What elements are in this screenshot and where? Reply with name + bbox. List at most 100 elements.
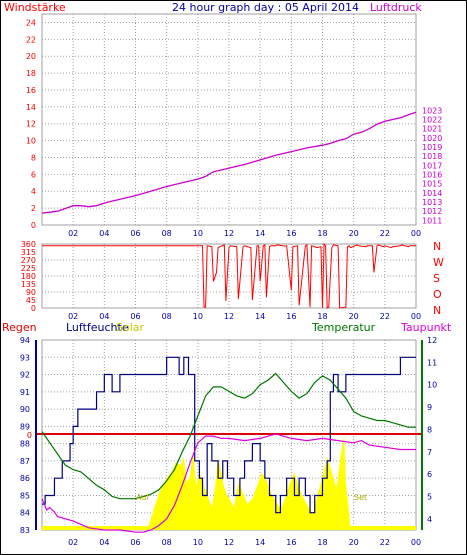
solar-area	[42, 435, 416, 530]
x-tick-label-bottom: 12	[224, 538, 234, 547]
x-tick-label-bottom: 14	[255, 538, 265, 547]
wind-tick-label: 18	[26, 69, 36, 78]
x-tick-label-top: 14	[255, 229, 265, 238]
solar-fill	[147, 435, 351, 530]
x-tick-label-top: 16	[286, 229, 296, 238]
direction-tick-label: 45	[26, 296, 36, 305]
wind-speed-label: Windstärke	[4, 1, 66, 14]
x-tick-label-mid: 20	[349, 312, 359, 321]
wind-dir-w: W	[433, 256, 444, 269]
pressure-tick-label: 1013	[422, 198, 442, 207]
x-tick-label-bottom: 16	[286, 538, 296, 547]
direction-tick-label: 225	[21, 264, 36, 273]
x-tick-label-top: 10	[193, 229, 203, 238]
pressure-tick-label: 1017	[422, 161, 442, 170]
tick-labels: 0202020404040606060808081010101212121414…	[20, 18, 443, 547]
temperature-tick-label: 8	[427, 425, 432, 434]
x-tick-label-mid: 10	[193, 312, 203, 321]
sunset-label: Set	[354, 493, 367, 502]
humidity-tick-label: 88	[20, 440, 30, 449]
pressure-tick-label: 1020	[422, 134, 442, 143]
wind-dir-n-bottom: N	[433, 304, 441, 317]
humidity-tick-label: 87	[20, 457, 30, 466]
direction-tick-label: 0	[31, 304, 36, 313]
temperature-tick-label: 7	[427, 448, 432, 457]
humidity-line	[42, 356, 416, 514]
humidity-tick-label: 94	[20, 336, 30, 345]
x-tick-label-top: 02	[68, 229, 78, 238]
humidity-tick-label: 83	[20, 526, 30, 535]
pressure-tick-label: 1021	[422, 125, 442, 134]
humidity-tick-label: 89	[20, 422, 30, 431]
dewpoint-line	[41, 433, 416, 533]
x-tick-label-mid: 04	[99, 312, 109, 321]
humidity-label: Luftfeuchte	[66, 321, 129, 334]
temperature-tick-label: 12	[427, 336, 437, 345]
x-tick-label-bottom: 08	[162, 538, 172, 547]
temperature-tick-label: 11	[427, 358, 437, 367]
x-tick-label-bottom: 22	[380, 538, 390, 547]
sunrise-label: Auf	[136, 493, 150, 502]
pressure-tick-label: 1023	[422, 106, 442, 115]
x-tick-label-bottom: 04	[99, 538, 109, 547]
chart-title: 24 hour graph day : 05 April 2014	[172, 1, 359, 14]
x-tick-label-mid: 18	[317, 312, 327, 321]
temperature-tick-label: 10	[427, 381, 437, 390]
wind-tick-label: 16	[26, 86, 36, 95]
rain-label: Regen	[2, 321, 37, 334]
wind-tick-label: 22	[26, 35, 36, 44]
direction-tick-label: 135	[21, 280, 36, 289]
wind-tick-label: 10	[26, 137, 36, 146]
humidity-tick-label: 90	[20, 405, 30, 414]
wind-tick-label: 4	[31, 187, 36, 196]
humidity-tick-label: 85	[20, 491, 30, 500]
x-tick-label-top: 18	[317, 229, 327, 238]
wind-dir-n-top: N	[433, 240, 441, 253]
x-tick-label-mid: 16	[286, 312, 296, 321]
temperature-line	[41, 372, 416, 500]
wind-tick-label: 2	[31, 204, 36, 213]
direction-tick-label: 270	[21, 256, 36, 265]
pressure-tick-label: 1019	[422, 143, 442, 152]
x-tick-label-mid: 06	[130, 312, 140, 321]
temperature-tick-label: 9	[427, 403, 432, 412]
temperature-tick-label: 6	[427, 470, 432, 479]
wind-tick-label: 14	[26, 103, 36, 112]
humidity-tick-label: 92	[20, 371, 30, 380]
pressure-tick-label: 1018	[422, 152, 442, 161]
pressure-tick-label: 1014	[422, 189, 442, 198]
x-tick-label-mid: 12	[224, 312, 234, 321]
x-tick-label-top: 20	[349, 229, 359, 238]
solar-baseline	[42, 526, 416, 530]
x-tick-label-bottom: 20	[349, 538, 359, 547]
pressure-tick-label: 1015	[422, 180, 442, 189]
x-tick-label-mid: 14	[255, 312, 265, 321]
wind-dir-o: O	[433, 288, 442, 301]
wind-tick-label: 12	[26, 120, 36, 129]
temperature-tick-label: 5	[427, 492, 432, 501]
pressure-tick-label: 1011	[422, 216, 442, 225]
x-tick-label-top: 12	[224, 229, 234, 238]
pressure-tick-label: 1022	[422, 116, 442, 125]
x-tick-label-top: 04	[99, 229, 109, 238]
wind-tick-label: 8	[31, 153, 36, 162]
wind-direction-line-1	[194, 242, 416, 309]
series-lines	[36, 111, 422, 533]
x-tick-label-top: 06	[130, 229, 140, 238]
humidity-tick-label: 93	[20, 353, 30, 362]
x-tick-label-bottom: 18	[317, 538, 327, 547]
x-tick-label-mid: 08	[162, 312, 172, 321]
humidity-tick-label: 91	[20, 388, 30, 397]
x-tick-label-mid: 22	[380, 312, 390, 321]
wind-dir-s: S	[433, 272, 440, 285]
pressure-tick-label: 1016	[422, 171, 442, 180]
rain-zero-label: 0	[27, 431, 32, 440]
wind-tick-label: 6	[31, 170, 36, 179]
x-tick-label-top: 22	[380, 229, 390, 238]
solar-label: Solar	[116, 321, 145, 334]
pressure-tick-label: 1012	[422, 207, 442, 216]
temperature-label: Temperatur	[311, 321, 376, 334]
wind-tick-label: 24	[26, 18, 36, 27]
x-tick-label-bottom: 02	[68, 538, 78, 547]
